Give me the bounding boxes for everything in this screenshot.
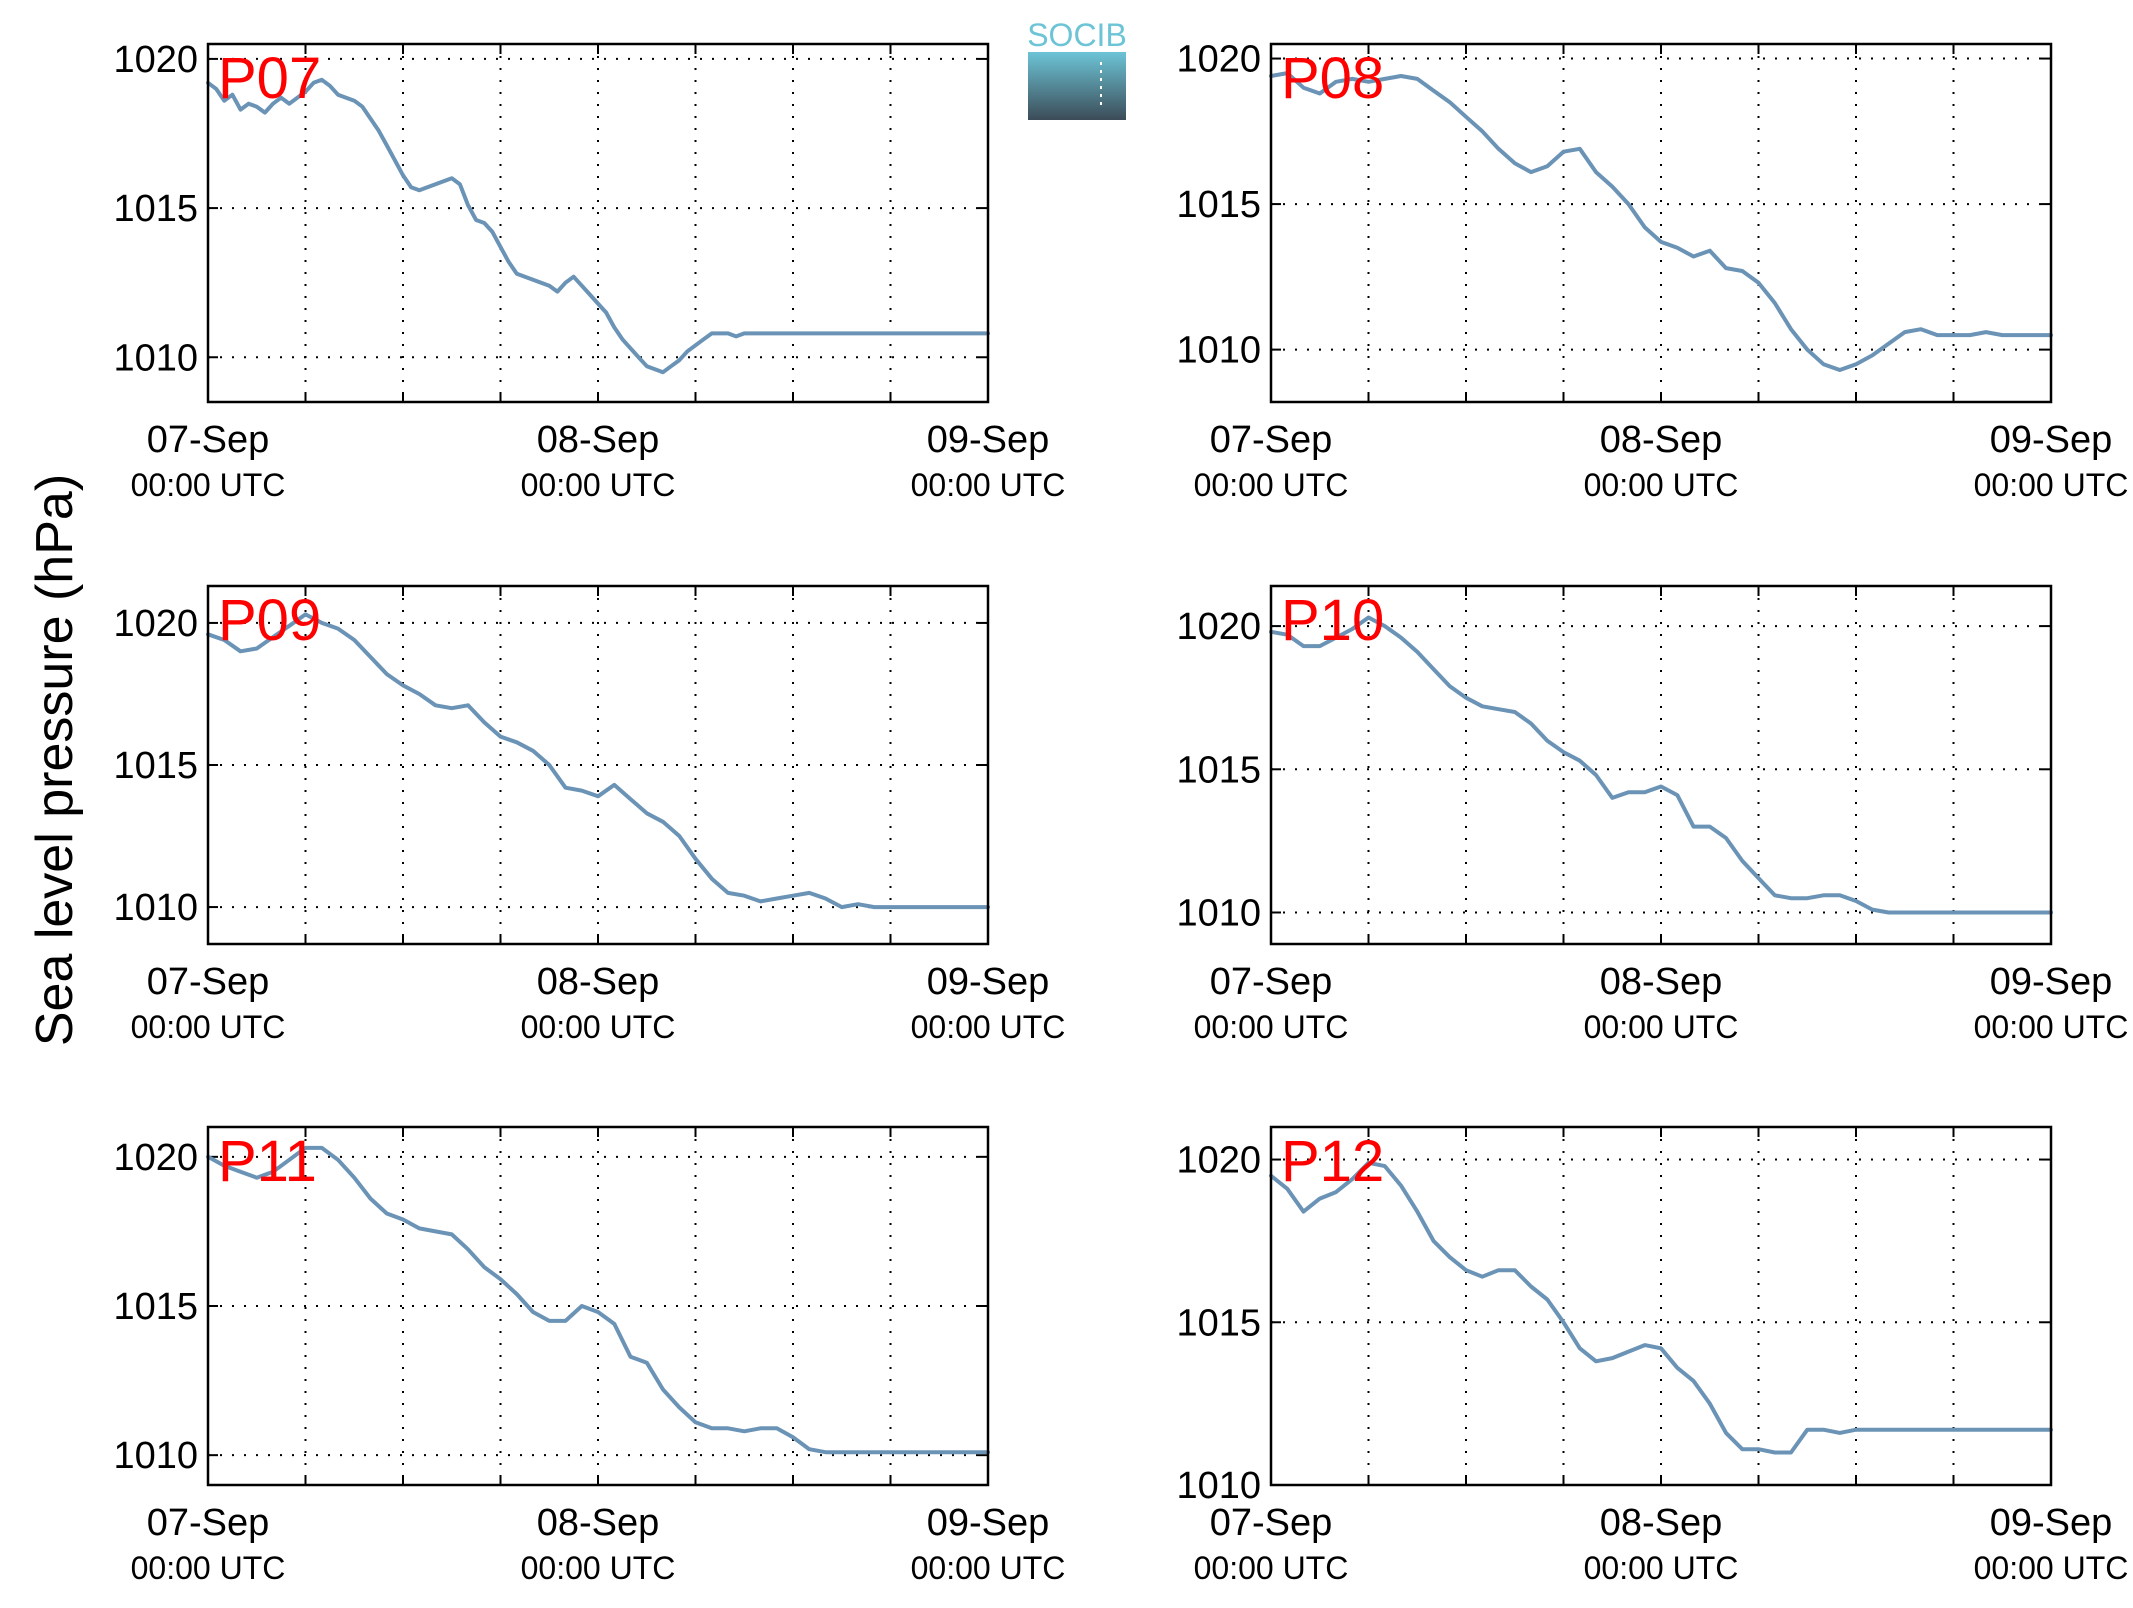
y-tick-label: 1020 — [1176, 1140, 1261, 1182]
series-line-p08 — [1269, 71, 2053, 372]
x-tick-label-time: 00:00 UTC — [1584, 1009, 1739, 1045]
x-tick-label-date: 07-Sep — [1210, 1502, 1333, 1544]
y-tick-label: 1010 — [1176, 330, 1261, 372]
panel-label: P10 — [1281, 588, 1384, 653]
plot-frame — [1269, 584, 2053, 946]
y-tick-label: 1015 — [1176, 1302, 1261, 1344]
x-tick-label-time: 00:00 UTC — [131, 1550, 286, 1586]
x-tick-label-date: 08-Sep — [537, 1502, 660, 1544]
x-tick-label-time: 00:00 UTC — [521, 1550, 676, 1586]
x-tick-label-time: 00:00 UTC — [521, 1009, 676, 1045]
x-tick-label-time: 00:00 UTC — [1974, 467, 2129, 503]
panel-label: P12 — [1281, 1129, 1384, 1194]
series-line-p09 — [206, 612, 990, 910]
x-tick-label-date: 07-Sep — [1210, 961, 1333, 1003]
y-tick-label: 1010 — [113, 1435, 198, 1477]
x-tick-label-date: 08-Sep — [1600, 961, 1723, 1003]
x-tick-label-time: 00:00 UTC — [1194, 467, 1349, 503]
x-tick-label-time: 00:00 UTC — [1194, 1009, 1349, 1045]
y-tick-label: 1010 — [113, 887, 198, 929]
chart-panel-p10: 1010 1015 1020 07-Sep 00:00 UTC 08-Sep 00:00 U… — [1176, 584, 2129, 1045]
y-tick-label: 1015 — [113, 1286, 198, 1328]
x-tick-label-date: 09-Sep — [1990, 1502, 2113, 1544]
panel-label: P07 — [218, 46, 321, 111]
y-axis-label: Sea level pressure (hPa) — [26, 474, 84, 1046]
chart-panel-p07: 1010 1015 1020 07-Sep 00:00 UTC 08-Sep 00:00 U… — [113, 39, 1065, 503]
chart-panel-p12: 1010 1015 1020 07-Sep 00:00 UTC 08-Sep 00:00 U… — [1176, 1125, 2129, 1586]
chart-panel-p09: 1010 1015 1020 07-Sep 00:00 UTC 08-Sep 00:00 U… — [113, 584, 1066, 1045]
series-line-p07 — [206, 77, 990, 375]
x-tick-label-date: 09-Sep — [927, 419, 1050, 461]
logo-block — [1028, 52, 1126, 120]
series-line-p12 — [1269, 1160, 2053, 1455]
plot-frame — [206, 42, 990, 404]
x-tick-label-date: 07-Sep — [1210, 419, 1333, 461]
y-tick-label: 1010 — [1176, 1465, 1261, 1507]
plot-frame — [1269, 42, 2053, 404]
x-tick-label-date: 07-Sep — [147, 961, 270, 1003]
socib-logo: SOCIB — [1027, 17, 1127, 120]
x-tick-label-time: 00:00 UTC — [1584, 1550, 1739, 1586]
x-tick-label-time: 00:00 UTC — [1194, 1550, 1349, 1586]
y-tick-label: 1020 — [1176, 606, 1261, 648]
x-tick-label-time: 00:00 UTC — [911, 467, 1066, 503]
x-tick-label-date: 09-Sep — [927, 961, 1050, 1003]
x-tick-label-date: 08-Sep — [537, 419, 660, 461]
plot-frame — [1269, 1125, 2053, 1487]
y-tick-label: 1015 — [113, 745, 198, 787]
panel-label: P09 — [218, 588, 321, 653]
x-tick-label-date: 08-Sep — [1600, 419, 1723, 461]
x-tick-label-time: 00:00 UTC — [1584, 467, 1739, 503]
x-tick-label-time: 00:00 UTC — [1974, 1550, 2129, 1586]
plot-frame — [206, 1125, 990, 1487]
x-tick-label-date: 09-Sep — [1990, 961, 2113, 1003]
x-tick-label-time: 00:00 UTC — [911, 1009, 1066, 1045]
y-tick-label: 1015 — [1176, 184, 1261, 226]
y-tick-label: 1020 — [113, 603, 198, 645]
x-tick-label-date: 09-Sep — [1990, 419, 2113, 461]
y-tick-label: 1015 — [113, 188, 198, 230]
y-tick-label: 1010 — [1176, 892, 1261, 934]
y-tick-label: 1010 — [113, 337, 198, 379]
x-tick-label-date: 09-Sep — [927, 1502, 1050, 1544]
x-tick-label-date: 08-Sep — [537, 961, 660, 1003]
x-tick-label-date: 08-Sep — [1600, 1502, 1723, 1544]
x-tick-label-date: 07-Sep — [147, 419, 270, 461]
chart-panel-p11: 1010 1015 1020 07-Sep 00:00 UTC 08-Sep 00:00 U… — [113, 1125, 1066, 1586]
plot-frame — [206, 584, 990, 946]
x-tick-label-time: 00:00 UTC — [131, 1009, 286, 1045]
y-tick-label: 1020 — [1176, 39, 1261, 81]
panel-label: P11 — [218, 1129, 317, 1194]
series-line-p10 — [1269, 615, 2053, 915]
x-tick-label-time: 00:00 UTC — [1974, 1009, 2129, 1045]
panel-label: P08 — [1281, 46, 1384, 111]
y-tick-label: 1015 — [1176, 749, 1261, 791]
y-tick-label: 1020 — [113, 39, 198, 81]
x-tick-label-time: 00:00 UTC — [521, 467, 676, 503]
x-tick-label-date: 07-Sep — [147, 1502, 270, 1544]
x-tick-label-time: 00:00 UTC — [131, 467, 286, 503]
logo-text: SOCIB — [1027, 17, 1127, 53]
chart-panel-p08: 1010 1015 1020 07-Sep 00:00 UTC 08-Sep 00:00 U… — [1176, 39, 2128, 503]
series-line-p11 — [206, 1145, 990, 1455]
y-tick-label: 1020 — [113, 1137, 198, 1179]
x-tick-label-time: 00:00 UTC — [911, 1550, 1066, 1586]
